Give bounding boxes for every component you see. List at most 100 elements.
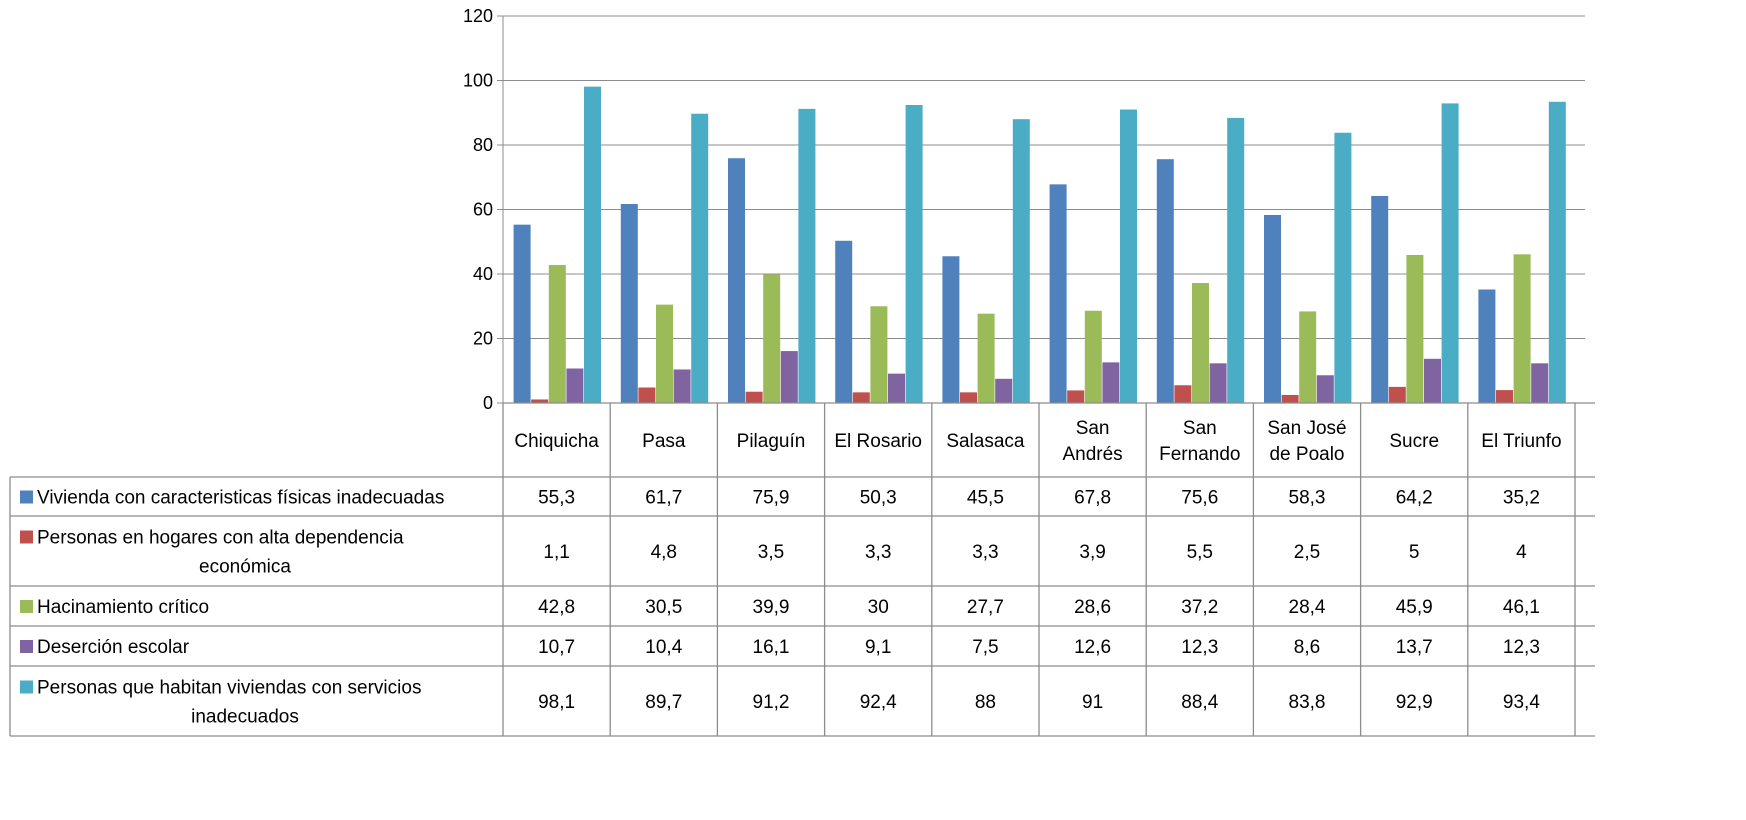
bar	[1388, 386, 1406, 403]
bar	[691, 113, 709, 403]
data-value: 64,2	[1396, 488, 1433, 509]
series-name: Hacinamiento crítico	[37, 597, 209, 618]
data-value: 93,4	[1503, 692, 1540, 713]
bar	[1513, 254, 1531, 403]
bar	[763, 274, 781, 403]
bar	[1478, 289, 1496, 403]
data-value: 27,7	[967, 597, 1004, 618]
bar	[531, 399, 549, 403]
category-label: San José	[1267, 418, 1346, 439]
bar	[1067, 390, 1085, 403]
bar	[905, 105, 923, 403]
category-label: Fernando	[1159, 444, 1240, 465]
category-label: de Poalo	[1269, 444, 1344, 465]
y-tick-label: 60	[473, 200, 493, 220]
bar	[1084, 310, 1102, 403]
data-value: 75,9	[753, 488, 790, 509]
bar	[1281, 394, 1299, 403]
data-value: 55,3	[538, 488, 575, 509]
data-value: 12,6	[1074, 637, 1111, 658]
series-name: Personas que habitan viviendas con servi…	[37, 678, 421, 699]
y-tick-label: 20	[473, 329, 493, 349]
data-value: 3,5	[758, 542, 784, 563]
bar	[1441, 103, 1459, 404]
bar	[620, 204, 638, 403]
bar	[1264, 214, 1281, 403]
data-value: 3,3	[865, 542, 891, 563]
data-value: 35,2	[1503, 488, 1540, 509]
series-name: Deserción escolar	[37, 637, 190, 658]
bar	[513, 224, 531, 403]
bar	[1496, 390, 1513, 403]
category-label: El Triunfo	[1481, 431, 1561, 452]
data-value: 10,7	[538, 637, 575, 658]
category-label: El Rosario	[834, 431, 922, 452]
series-name: económica	[199, 557, 291, 578]
bar	[1120, 109, 1137, 404]
legend-key	[20, 640, 33, 653]
legend-key	[20, 600, 33, 613]
data-value: 1,1	[543, 542, 569, 563]
bar	[1156, 159, 1174, 403]
data-value: 75,6	[1181, 488, 1218, 509]
bar	[1299, 311, 1317, 403]
data-value: 12,3	[1181, 637, 1218, 658]
data-value: 42,8	[538, 597, 575, 618]
legend-key	[20, 490, 33, 504]
bar	[1531, 363, 1549, 403]
bar	[1371, 195, 1389, 403]
category-label: Pasa	[642, 431, 686, 452]
data-value: 58,3	[1289, 488, 1326, 509]
bar	[1049, 184, 1067, 403]
data-value: 30	[868, 597, 889, 618]
data-value: 67,8	[1074, 488, 1111, 509]
bar	[977, 313, 995, 403]
data-value: 89,7	[645, 692, 682, 713]
data-value: 3,3	[972, 542, 998, 563]
bar	[995, 378, 1013, 403]
y-tick-label: 100	[463, 71, 493, 91]
series-name: Personas en hogares con alta dependencia	[37, 528, 404, 549]
legend-key	[20, 530, 33, 544]
gridlines	[503, 15, 1585, 404]
data-value: 83,8	[1289, 692, 1326, 713]
data-value: 5,5	[1187, 542, 1213, 563]
bar	[870, 306, 888, 403]
category-label: San	[1076, 418, 1110, 439]
bar	[1192, 283, 1209, 403]
category-label: Sucre	[1389, 431, 1439, 452]
data-value: 4,8	[651, 542, 677, 563]
data-value: 2,5	[1294, 542, 1320, 563]
series-name: inadecuados	[191, 707, 299, 728]
data-value: 8,6	[1294, 637, 1320, 658]
data-value: 28,6	[1074, 597, 1111, 618]
data-value: 7,5	[972, 637, 998, 658]
y-tick-label: 0	[483, 393, 493, 413]
y-tick-label: 40	[473, 264, 493, 284]
bar	[888, 373, 905, 403]
data-value: 61,7	[645, 488, 682, 509]
bar	[1227, 117, 1245, 403]
y-tick-label: 80	[473, 135, 493, 155]
data-value: 45,5	[967, 488, 1004, 509]
data-value: 4	[1516, 542, 1527, 563]
data-value: 39,9	[753, 597, 790, 618]
data-value: 9,1	[865, 637, 891, 658]
data-value: 3,9	[1079, 542, 1105, 563]
data-value: 91	[1082, 692, 1103, 713]
bar	[673, 369, 691, 403]
bar	[1102, 362, 1120, 403]
bar	[798, 108, 816, 403]
data-value: 46,1	[1503, 597, 1540, 618]
y-tick-label: 120	[463, 6, 493, 26]
category-label: Andrés	[1062, 444, 1122, 465]
bar	[835, 240, 853, 403]
bar	[1334, 132, 1352, 403]
bar	[1174, 385, 1192, 403]
bars	[513, 86, 1566, 404]
bar	[942, 256, 960, 403]
bar	[1406, 254, 1424, 403]
y-axis: 0 20 40 60 80 100 120	[463, 6, 504, 413]
